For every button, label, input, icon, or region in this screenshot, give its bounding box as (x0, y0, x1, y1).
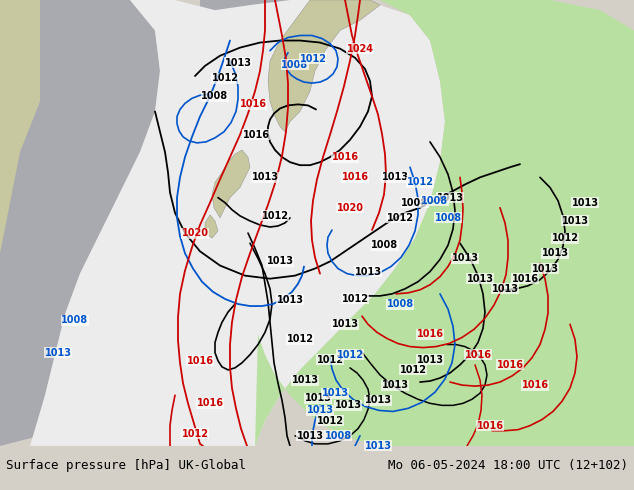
Text: 1016: 1016 (342, 172, 368, 182)
Text: 1013: 1013 (531, 264, 559, 273)
Text: 1012: 1012 (316, 416, 344, 425)
Text: 1012: 1012 (552, 233, 578, 243)
Polygon shape (0, 0, 160, 446)
Text: 1013: 1013 (382, 380, 408, 390)
Polygon shape (205, 215, 218, 238)
Text: 1013: 1013 (335, 400, 361, 410)
Text: 1012: 1012 (261, 211, 288, 221)
Text: 1013: 1013 (276, 295, 304, 305)
Text: 1013: 1013 (252, 172, 278, 182)
Text: 1016: 1016 (197, 398, 224, 408)
Text: 1013: 1013 (365, 441, 392, 451)
Text: 1012: 1012 (299, 54, 327, 64)
Text: 1020: 1020 (181, 228, 209, 238)
Text: 1013: 1013 (44, 348, 72, 358)
Text: 1008: 1008 (325, 431, 352, 441)
Text: 1013: 1013 (562, 216, 588, 226)
Text: 1013: 1013 (321, 388, 349, 398)
Text: 1016: 1016 (465, 350, 491, 360)
Text: 1013: 1013 (382, 172, 408, 182)
Text: 1008: 1008 (401, 197, 429, 208)
Text: 1008: 1008 (434, 213, 462, 223)
Polygon shape (0, 0, 40, 253)
Text: 1024: 1024 (347, 44, 373, 53)
Text: 1016: 1016 (242, 130, 269, 140)
Polygon shape (30, 0, 445, 446)
Text: 1013: 1013 (266, 256, 294, 267)
Text: 1013: 1013 (332, 319, 358, 329)
Text: 1016: 1016 (240, 99, 266, 109)
Text: 1013: 1013 (365, 395, 392, 405)
Polygon shape (212, 150, 250, 218)
Text: 1012: 1012 (342, 294, 368, 304)
Text: 1016: 1016 (512, 274, 538, 284)
Text: Surface pressure [hPa] UK-Global: Surface pressure [hPa] UK-Global (6, 459, 247, 472)
Text: 1012: 1012 (316, 355, 344, 365)
Text: 1012: 1012 (212, 73, 238, 83)
Text: 1012: 1012 (387, 213, 413, 223)
Text: 1016: 1016 (477, 420, 503, 431)
Text: 1016: 1016 (522, 380, 548, 390)
Text: 1012: 1012 (337, 350, 363, 360)
Text: 1013: 1013 (436, 193, 463, 202)
Polygon shape (195, 0, 320, 96)
Text: 1008: 1008 (422, 196, 449, 206)
Text: 1012: 1012 (181, 429, 209, 439)
Text: 1016: 1016 (417, 329, 444, 340)
Text: 1013: 1013 (451, 253, 479, 264)
Text: 1013: 1013 (354, 267, 382, 276)
Text: 1013: 1013 (297, 431, 323, 441)
Text: 1016: 1016 (332, 152, 358, 162)
Text: 1016: 1016 (496, 360, 524, 370)
Text: 1013: 1013 (541, 248, 569, 258)
Text: 1008: 1008 (387, 299, 413, 309)
Text: 1008: 1008 (372, 240, 399, 250)
Text: 1016: 1016 (186, 356, 214, 366)
Text: 1013: 1013 (304, 393, 332, 403)
Text: 1013: 1013 (224, 58, 252, 68)
Text: 1013: 1013 (467, 274, 493, 284)
Text: 1008: 1008 (281, 60, 309, 70)
Text: 1013: 1013 (491, 284, 519, 294)
Text: 1013: 1013 (306, 405, 333, 416)
Text: 1012: 1012 (399, 365, 427, 375)
Polygon shape (268, 0, 380, 132)
Text: 1013: 1013 (292, 375, 318, 385)
Text: 1012: 1012 (406, 177, 434, 187)
Text: 1008: 1008 (61, 315, 89, 325)
Text: Mo 06-05-2024 18:00 UTC (12+102): Mo 06-05-2024 18:00 UTC (12+102) (387, 459, 628, 472)
Text: 1013: 1013 (571, 197, 598, 208)
Text: 1012: 1012 (287, 335, 313, 344)
Text: 1020: 1020 (337, 203, 363, 213)
Text: 1013: 1013 (417, 355, 444, 365)
Text: 1008: 1008 (202, 91, 229, 101)
Polygon shape (255, 0, 634, 446)
